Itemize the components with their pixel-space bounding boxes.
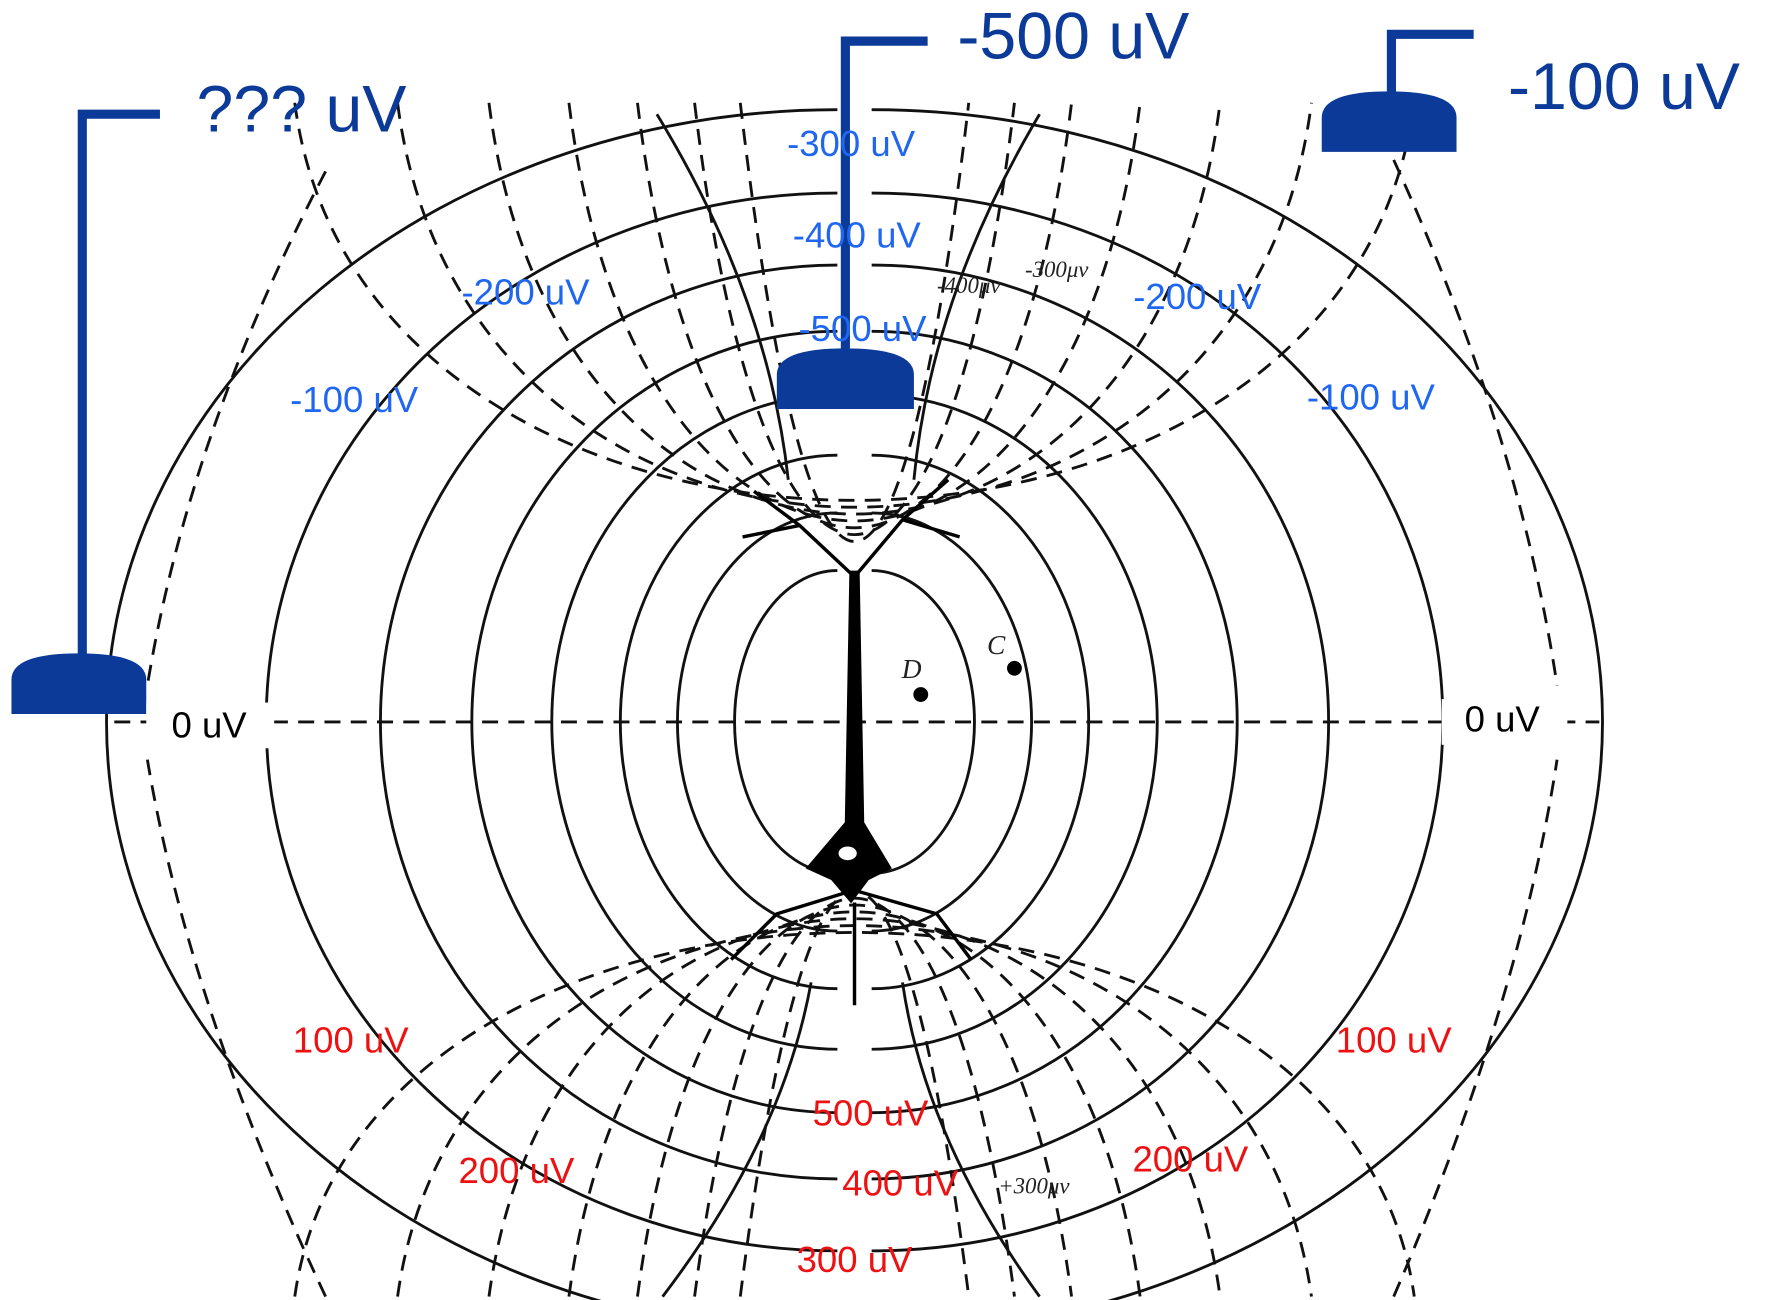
potential-label: -500 uV	[799, 308, 928, 349]
potential-label: 100 uV	[293, 1020, 409, 1061]
nucleus	[839, 846, 857, 860]
potential-label: -200 uV	[462, 271, 591, 312]
field-line	[872, 331, 1238, 1112]
electrode-cap	[11, 653, 146, 714]
electrode-wire	[1391, 34, 1473, 97]
potential-label: -300 uV	[787, 123, 916, 164]
electrode-cap	[1322, 91, 1457, 152]
point-c	[1008, 661, 1022, 675]
potential-label: 300 uV	[797, 1239, 913, 1280]
dipole-diagram: ??? uV -500 uV -100 uV -300 uV -400 uV -…	[0, 0, 1773, 1300]
annotation: +300μν	[998, 1173, 1070, 1198]
annotation: -400μν	[937, 273, 1001, 298]
potential-label: -100 uV	[1307, 376, 1436, 417]
equipotential	[1394, 160, 1557, 685]
potential-label: 200 uV	[1132, 1138, 1248, 1179]
electrode-cap	[777, 348, 914, 409]
equipotential	[147, 171, 325, 685]
electrode-wire	[82, 114, 160, 662]
potential-label: 200 uV	[458, 1150, 574, 1191]
annotation: -300μν	[1025, 257, 1089, 282]
electrode-label: ??? uV	[197, 73, 407, 147]
potential-label: -100 uV	[290, 379, 419, 420]
potential-label: 0 uV	[1465, 699, 1541, 740]
potential-label: -400 uV	[793, 214, 922, 255]
electrode-label: -100 uV	[1508, 50, 1740, 124]
potential-label: -200 uV	[1133, 276, 1262, 317]
annotation: D	[901, 654, 922, 684]
potential-label: 0 uV	[171, 704, 247, 745]
electrode-3: -100 uV	[1322, 34, 1740, 152]
positive-labels: 100 uV 100 uV 500 uV 200 uV 200 uV 400 u…	[293, 1020, 1452, 1280]
point-d	[914, 688, 928, 702]
annotation: C	[987, 630, 1006, 660]
potential-label: 100 uV	[1336, 1020, 1452, 1061]
field-line	[380, 265, 837, 1179]
potential-label: 500 uV	[813, 1093, 929, 1134]
potential-label: 400 uV	[842, 1162, 958, 1203]
electrode-label: -500 uV	[957, 0, 1189, 74]
